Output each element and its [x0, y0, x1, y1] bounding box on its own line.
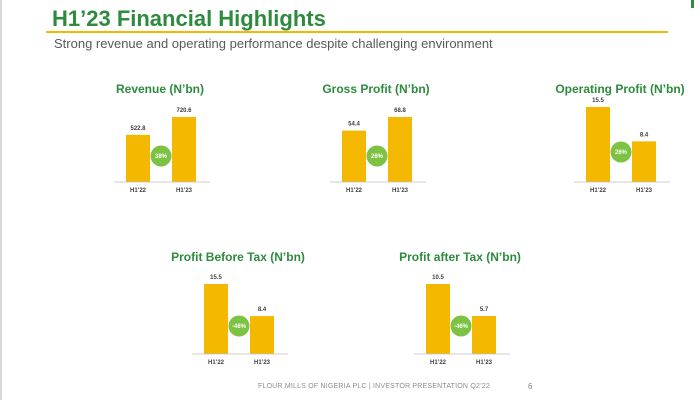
profit-after-tax-nbn-change-label: -46% [454, 324, 469, 330]
profit-after-tax-nbn-value-label: 10.5 [432, 275, 444, 281]
gross-profit-chart-svg: Gross Profit (N’bn) 54.4 H1’22 68.8 H1’23 26% [322, 82, 429, 194]
profit-before-tax-nbn-title: Profit Before Tax (N’bn) [171, 250, 305, 264]
gross-profit-nbn-bar-h1-22 [342, 130, 366, 182]
operating-profit-nbn-value-label: 8.4 [640, 132, 649, 138]
gross-profit-nbn-title: Gross Profit (N’bn) [322, 82, 429, 96]
profit-after-tax-nbn-change-badge [450, 315, 472, 337]
page-title: H1’23 Financial Highlights [52, 6, 326, 31]
profit-after-tax-nbn-category-label: H1’23 [476, 360, 493, 366]
operating-profit-chart-svg: Operating Profit (N’bn) 15.5 H1’22 8.4 H1’23… [555, 82, 684, 194]
revenue-nbn-value-label: 720.6 [176, 108, 192, 114]
profit-after-tax-nbn-bar-h1-23 [472, 316, 496, 354]
profit-before-tax-nbn-change-label: -46% [232, 324, 247, 330]
profit-after-tax-nbn-value-label: 5.7 [480, 307, 489, 313]
revenue-nbn-title: Revenue (N’bn) [116, 82, 204, 96]
profit-before-tax-nbn-category-label: H1’22 [208, 360, 225, 366]
profit-before-tax-chart: Profit Before Tax (N’bn) 15.5 H1’22 8.4 H1’2… [171, 249, 305, 374]
operating-profit-nbn-bar-h1-23 [632, 141, 656, 182]
operating-profit-nbn-category-label: H1’22 [590, 188, 607, 194]
operating-profit-nbn-change-label: 26% [615, 150, 628, 156]
gross-profit-nbn-change-label: 26% [371, 154, 384, 160]
operating-profit-chart: Operating Profit (N’bn) 15.5 H1’22 8.4 H1’23… [555, 82, 684, 202]
revenue-nbn-change-label: 38% [155, 154, 168, 160]
profit-before-tax-chart-svg: Profit Before Tax (N’bn) 15.5 H1’22 8.4 H1’2… [171, 250, 305, 366]
revenue-chart-svg: Revenue (N’bn) 522.8 H1’22 720.6 H1’23 38% [114, 82, 210, 194]
revenue-nbn-change-badge [150, 145, 172, 167]
profit-after-tax-nbn-bar-h1-22 [426, 284, 450, 354]
profit-after-tax-nbn-title: Profit after Tax (N’bn) [399, 250, 521, 264]
title-underline [46, 31, 668, 33]
revenue-nbn-category-label: H1’22 [130, 188, 147, 194]
operating-profit-nbn-value-label: 15.5 [592, 98, 604, 104]
profit-before-tax-nbn-value-label: 8.4 [258, 307, 267, 313]
operating-profit-nbn-change-badge [610, 141, 632, 163]
left-border [0, 0, 2, 400]
footer-text: FLOUR MILLS OF NIGERIA PLC | INVESTOR PR… [258, 383, 491, 390]
revenue-nbn-value-label: 522.8 [130, 126, 146, 132]
gross-profit-chart: Gross Profit (N’bn) 54.4 H1’22 68.8 H1’23 26% [316, 82, 436, 202]
revenue-nbn-bar-h1-22 [126, 134, 150, 182]
profit-after-tax-nbn-category-label: H1’22 [430, 360, 447, 366]
revenue-nbn-bar-h1-23 [172, 117, 196, 182]
profit-before-tax-nbn-value-label: 15.5 [210, 275, 222, 281]
profit-before-tax-nbn-bar-h1-23 [250, 316, 274, 354]
operating-profit-nbn-title: Operating Profit (N’bn) [555, 82, 684, 96]
profit-before-tax-nbn-bar-h1-22 [204, 284, 228, 354]
page-subtitle: Strong revenue and operating performance… [54, 36, 493, 51]
profit-after-tax-chart: Profit after Tax (N’bn) 10.5 H1’22 5.7 H1’23… [399, 249, 521, 374]
profit-after-tax-chart-svg: Profit after Tax (N’bn) 10.5 H1’22 5.7 H1’23… [399, 250, 521, 366]
gross-profit-nbn-bar-h1-23 [388, 117, 412, 182]
gross-profit-nbn-value-label: 54.4 [348, 122, 360, 128]
profit-before-tax-nbn-category-label: H1’23 [254, 360, 271, 366]
gross-profit-nbn-change-badge [366, 145, 388, 167]
revenue-chart: Revenue (N’bn) 522.8 H1’22 720.6 H1’23 38% [100, 82, 220, 202]
operating-profit-nbn-bar-h1-22 [586, 107, 610, 182]
gross-profit-nbn-value-label: 68.8 [394, 108, 406, 114]
revenue-nbn-category-label: H1’23 [176, 188, 193, 194]
profit-before-tax-nbn-change-badge [228, 315, 250, 337]
gross-profit-nbn-category-label: H1’22 [346, 188, 363, 194]
page-number: 6 [528, 382, 533, 391]
gross-profit-nbn-category-label: H1’23 [392, 188, 409, 194]
operating-profit-nbn-category-label: H1’23 [636, 188, 653, 194]
brand-accent-mark [691, 0, 694, 8]
